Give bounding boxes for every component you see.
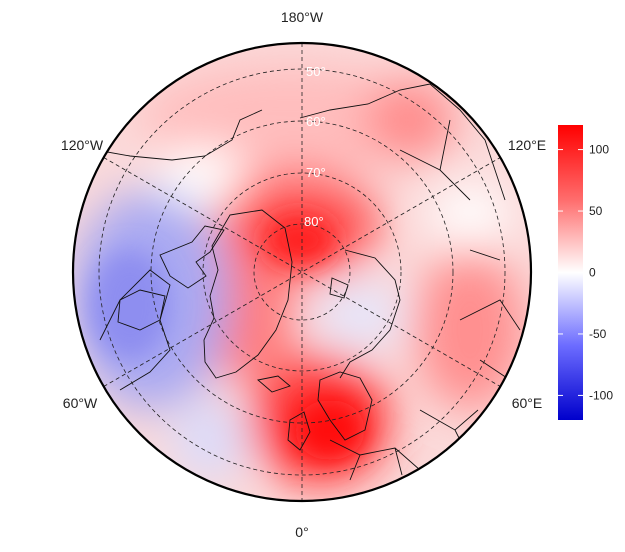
latitude-circle-80 [253, 223, 351, 321]
colorbar-tick-label: 0 [589, 266, 596, 280]
meridian-120w-60e [103, 157, 501, 387]
longitude-label-120w: 120°W [61, 137, 104, 153]
colorbar: 100 50 0 -50 -100 [558, 125, 613, 420]
scandinavia-outline [317, 371, 373, 441]
map-border [71, 41, 533, 503]
eurasia-coast-outline [339, 249, 401, 379]
longitude-label-120e: 120°E [508, 137, 546, 153]
asia-borders [399, 119, 521, 381]
greenland-outline [203, 209, 293, 379]
anomaly-field [73, 43, 531, 501]
colorbar-ticks: 100 50 0 -50 -100 [558, 143, 613, 402]
longitude-label-60w: 60°W [63, 395, 98, 411]
meridian-60w-120e [103, 157, 501, 387]
longitude-label-60e: 60°E [512, 395, 543, 411]
latitude-label-60: 60° [306, 114, 326, 129]
coastlines [95, 83, 521, 481]
latitude-label-50: 50° [306, 64, 326, 79]
british-isles-outline [287, 411, 311, 451]
latitude-circle-60 [150, 120, 454, 424]
longitude-label-180w: 180°W [281, 9, 324, 25]
colorbar-tick-label: -100 [589, 388, 613, 402]
latitude-circle-50 [98, 68, 506, 476]
canadian-archipelago-outline [159, 225, 225, 289]
latitude-label-80: 80° [304, 214, 324, 229]
north-america-outline [95, 109, 263, 391]
latitude-label-70: 70° [306, 165, 326, 180]
colorbar-tick-label: 100 [589, 143, 609, 157]
graticule [98, 43, 506, 501]
longitude-label-0: 0° [295, 524, 308, 540]
colorbar-tick-label: -50 [589, 327, 607, 341]
europe-borders [329, 409, 479, 481]
hudson-bay-outline [117, 289, 166, 331]
colorbar-tick-label: 50 [589, 204, 603, 218]
siberia-coast-outline [299, 83, 506, 201]
iceland-outline [257, 375, 291, 393]
